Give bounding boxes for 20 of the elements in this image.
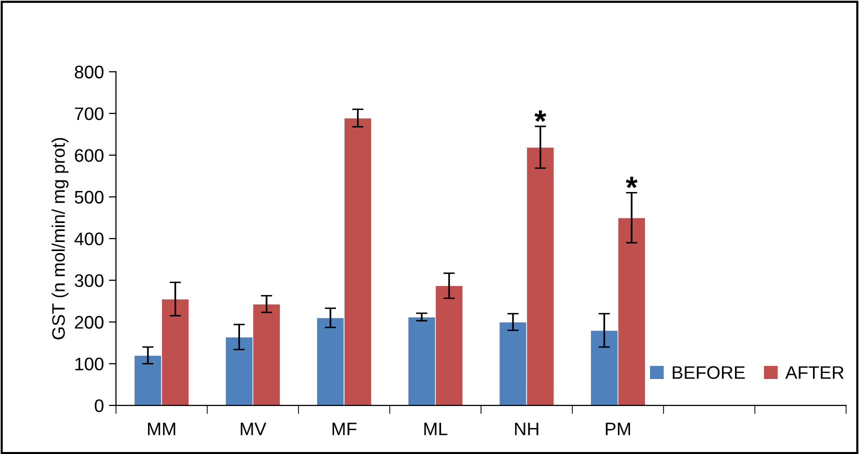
y-tick-label: 600 <box>74 149 104 162</box>
legend-label: BEFORE <box>672 366 745 379</box>
y-tick-label: 200 <box>74 316 104 329</box>
x-tick-label: NH <box>515 422 538 436</box>
y-tick-label: 400 <box>74 232 104 246</box>
y-tick-label: 700 <box>74 107 104 120</box>
y-tick-label: 100 <box>75 358 104 370</box>
annotation: * <box>534 110 546 122</box>
x-tick-label: MV <box>240 422 266 436</box>
y-tick-label: 300 <box>74 274 104 288</box>
y-tick-label: 800 <box>74 66 104 78</box>
legend-label: AFTER <box>785 366 844 379</box>
x-tick-label: MM <box>148 422 176 436</box>
x-tick-label: ML <box>424 422 448 436</box>
annotation: * <box>626 176 638 188</box>
x-tick-label: PM <box>606 422 630 436</box>
y-tick-label: 500 <box>74 190 104 204</box>
y-tick-label: 0 <box>94 399 104 412</box>
x-tick-label: MF <box>332 422 356 436</box>
y-axis-title: GST (n mol/min/ mg prot) <box>52 138 68 340</box>
